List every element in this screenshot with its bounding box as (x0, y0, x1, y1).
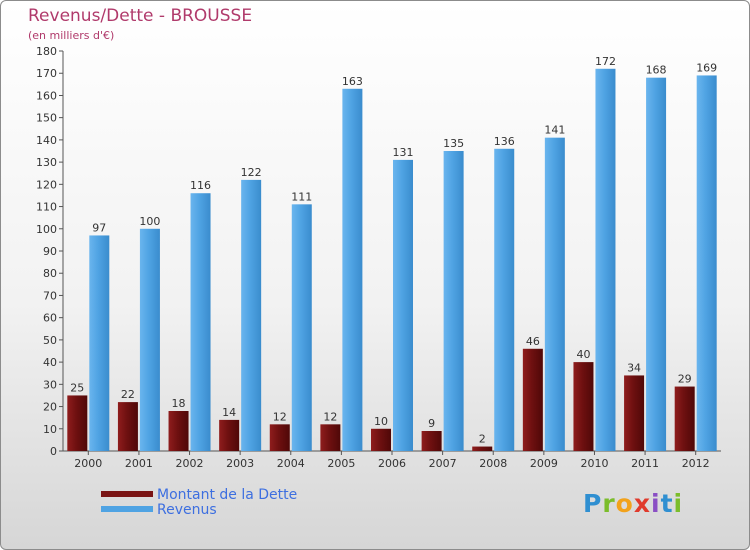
y-tick-label: 130 (36, 156, 57, 169)
x-tick-label: 2003 (226, 457, 254, 470)
y-tick-label: 50 (43, 334, 57, 347)
y-tick-label: 80 (43, 267, 57, 280)
x-tick-label: 2011 (631, 457, 659, 470)
value-label-dette-2008: 2 (479, 433, 486, 446)
x-tick-label: 2002 (176, 457, 204, 470)
value-label-dette-2001: 22 (121, 388, 135, 401)
y-tick-label: 120 (36, 178, 57, 191)
x-tick-label: 2012 (682, 457, 710, 470)
value-label-revenus-2004: 111 (291, 190, 312, 203)
legend-label-dette: Montant de la Dette (157, 487, 298, 503)
bar-revenus-2003 (241, 179, 262, 451)
y-tick-label: 0 (50, 445, 57, 458)
bar-dette-2000 (67, 395, 88, 451)
value-label-dette-2003: 14 (222, 406, 236, 419)
y-tick-label: 20 (43, 401, 57, 414)
bar-dette-2006 (371, 428, 391, 451)
bar-dette-2005 (320, 424, 341, 451)
x-tick-label: 2000 (74, 457, 102, 470)
y-tick-label: 70 (43, 289, 57, 302)
bar-revenus-2008 (494, 148, 515, 451)
value-label-revenus-2000: 97 (92, 221, 106, 234)
value-label-revenus-2007: 135 (443, 137, 464, 150)
y-tick-label: 90 (43, 245, 57, 258)
value-label-dette-2005: 12 (323, 410, 337, 423)
bar-dette-2012 (674, 386, 695, 451)
y-tick-label: 100 (36, 223, 57, 236)
y-tick-label: 170 (36, 67, 57, 80)
bar-revenus-2011 (646, 77, 667, 452)
value-label-dette-2010: 40 (576, 348, 590, 361)
proxiti-logo: Proxiti (583, 489, 684, 518)
bar-revenus-2000 (89, 235, 110, 451)
y-tick-label: 60 (43, 312, 57, 325)
bar-dette-2001 (117, 402, 138, 451)
value-label-revenus-2006: 131 (393, 146, 414, 159)
value-label-revenus-2009: 141 (544, 124, 565, 137)
value-label-revenus-2003: 122 (241, 166, 262, 179)
bar-dette-2008 (472, 446, 493, 451)
bar-dette-2003 (219, 419, 240, 451)
value-label-dette-2007: 9 (428, 417, 435, 430)
value-label-dette-2009: 46 (526, 335, 540, 348)
legend-swatch-revenus (101, 506, 153, 512)
bar-dette-2009 (522, 348, 543, 451)
value-labels: 25 97 22 100 18 116 14 122 12 111 12 163 10 131 9 135 2 1… (70, 55, 717, 446)
bar-revenus-2006 (393, 159, 413, 451)
value-label-revenus-2008: 136 (494, 135, 515, 148)
value-label-dette-2012: 29 (678, 373, 692, 386)
bars (67, 68, 717, 452)
value-label-dette-2002: 18 (172, 397, 186, 410)
bar-revenus-2007 (443, 151, 464, 451)
y-tick-label: 140 (36, 134, 57, 147)
bar-revenus-2012 (696, 75, 717, 451)
value-label-dette-2004: 12 (273, 410, 287, 423)
y-tick-label: 110 (36, 201, 57, 214)
value-label-dette-2000: 25 (70, 381, 84, 394)
value-label-revenus-2011: 168 (646, 64, 667, 77)
y-tick-label: 150 (36, 112, 57, 125)
y-axis: 0 10 20 30 40 50 60 70 80 90 100 110 120 130 140 150 160… (36, 45, 64, 458)
y-tick-label: 180 (36, 45, 57, 58)
x-tick-label: 2004 (277, 457, 305, 470)
bar-revenus-2010 (595, 68, 616, 452)
value-label-dette-2006: 10 (374, 415, 388, 428)
bar-revenus-2004 (291, 204, 312, 451)
bar-revenus-2002 (190, 193, 211, 451)
x-tick-label: 2008 (479, 457, 507, 470)
x-tick-label: 2010 (580, 457, 608, 470)
x-axis: 2000 2001 2002 2003 2004 2005 2006 2007 2008 2009… (63, 450, 721, 470)
bar-dette-2011 (624, 375, 645, 451)
bar-dette-2007 (421, 431, 442, 451)
bar-dette-2004 (269, 424, 290, 451)
value-label-revenus-2010: 172 (595, 55, 616, 68)
value-label-revenus-2002: 116 (190, 179, 211, 192)
bar-dette-2002 (168, 411, 189, 451)
y-tick-label: 10 (43, 423, 57, 436)
y-tick-label: 30 (43, 378, 57, 391)
bar-dette-2010 (573, 362, 594, 451)
chart-title: Revenus/Dette - BROUSSE (28, 6, 253, 26)
x-tick-label: 2005 (327, 457, 355, 470)
value-label-revenus-2012: 169 (696, 61, 717, 74)
value-label-revenus-2005: 163 (342, 75, 363, 88)
value-label-revenus-2001: 100 (139, 215, 160, 228)
x-tick-label: 2001 (125, 457, 153, 470)
bar-revenus-2001 (139, 228, 160, 451)
bar-revenus-2005 (342, 88, 363, 452)
y-tick-label: 160 (36, 89, 57, 102)
x-tick-label: 2007 (429, 457, 457, 470)
bar-revenus-2009 (544, 137, 565, 451)
chart-subtitle: (en milliers d'€) (28, 29, 115, 42)
value-label-dette-2011: 34 (627, 361, 641, 374)
x-tick-label: 2006 (378, 457, 406, 470)
x-tick-label: 2009 (530, 457, 558, 470)
y-tick-label: 40 (43, 356, 57, 369)
legend-label-revenus: Revenus (157, 502, 217, 518)
legend-swatch-dette (101, 491, 153, 497)
